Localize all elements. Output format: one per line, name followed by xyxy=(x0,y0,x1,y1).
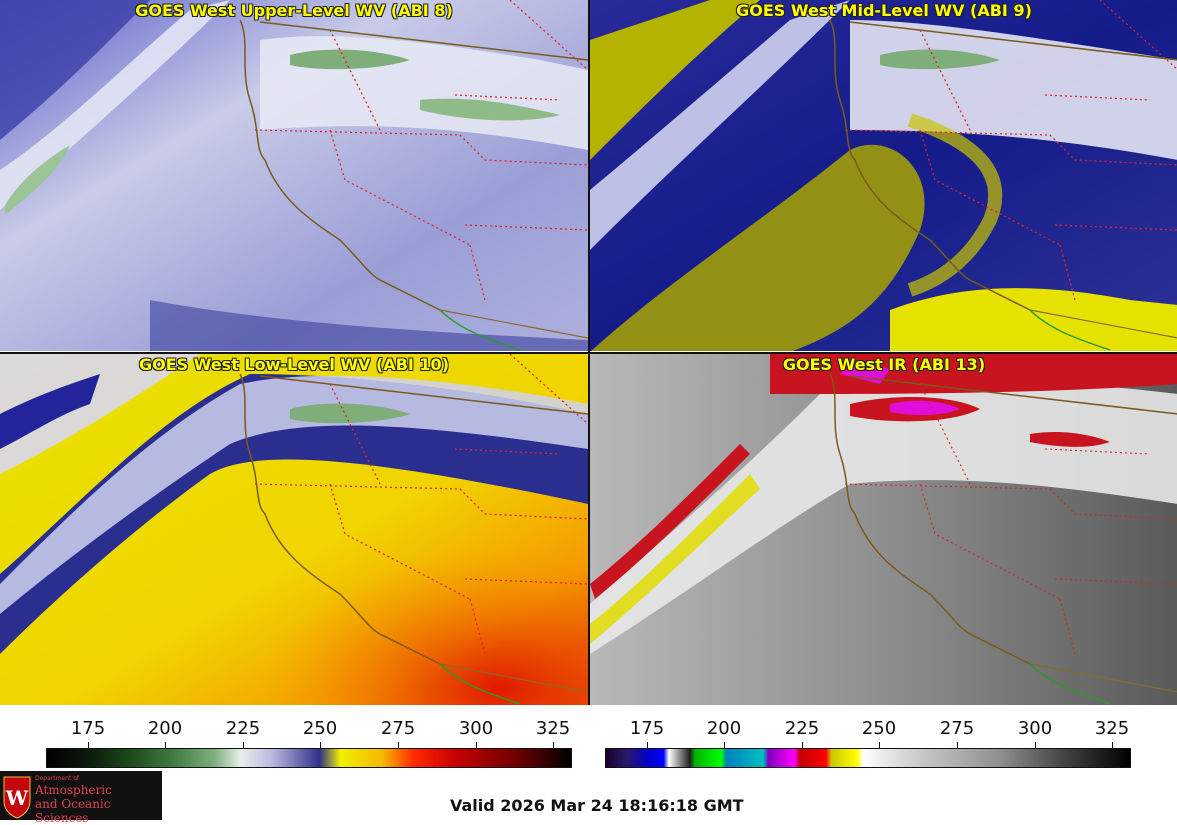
wv-tick-mark xyxy=(553,742,554,748)
wv-tick-label: 325 xyxy=(535,718,571,739)
ir-tick-mark xyxy=(1035,742,1036,748)
wv-tick-mark xyxy=(88,742,89,748)
ir-tick-mark xyxy=(802,742,803,748)
ir-colorbar: 175 200 225 250 275 300 325 xyxy=(605,712,1131,772)
wv-colorbar-gradient xyxy=(46,748,572,768)
wv-tick-mark xyxy=(320,742,321,748)
panel-divider-vertical xyxy=(588,0,590,705)
ir-tick-label: 200 xyxy=(706,718,742,739)
logo-dept-text: Department of xyxy=(35,775,79,782)
low-level-wv-image xyxy=(0,354,588,705)
crest-letter: W xyxy=(5,786,29,810)
ir-tick-label: 275 xyxy=(939,718,975,739)
wv-colorbar-ticks: 175 200 225 250 275 300 325 xyxy=(46,718,572,742)
wv-colorbar: 175 200 225 250 275 300 325 xyxy=(46,712,572,772)
logo-line-oceanic: and Oceanic Sciences xyxy=(35,797,111,825)
ir-tick-mark xyxy=(957,742,958,748)
ir-image xyxy=(590,354,1177,705)
panel-upper-level-wv: GOES West Upper-Level WV (ABI 8) xyxy=(0,0,588,351)
wv-tick-label: 200 xyxy=(147,718,183,739)
panel-title: GOES West Low-Level WV (ABI 10) xyxy=(138,355,449,374)
wv-tick-mark xyxy=(476,742,477,748)
wv-tick-label: 275 xyxy=(380,718,416,739)
wv-tick-label: 300 xyxy=(458,718,494,739)
wv-tick-label: 225 xyxy=(225,718,261,739)
wv-tick-mark xyxy=(398,742,399,748)
wv-tick-mark xyxy=(165,742,166,748)
ir-tick-label: 250 xyxy=(861,718,897,739)
mid-level-wv-image xyxy=(590,0,1177,351)
ir-tick-mark xyxy=(647,742,648,748)
logo-line-atmospheric: Atmospheric xyxy=(35,783,112,797)
panel-low-level-wv: GOES West Low-Level WV (ABI 10) xyxy=(0,354,588,705)
panel-ir: GOES West IR (ABI 13) xyxy=(590,354,1177,705)
ir-tick-label: 325 xyxy=(1094,718,1130,739)
wv-tick-label: 250 xyxy=(302,718,338,739)
wv-tick-mark xyxy=(243,742,244,748)
panel-mid-level-wv: GOES West Mid-Level WV (ABI 9) xyxy=(590,0,1177,351)
wv-tick-label: 175 xyxy=(70,718,106,739)
ir-tick-mark xyxy=(879,742,880,748)
upper-level-wv-image xyxy=(0,0,588,351)
panel-title: GOES West Mid-Level WV (ABI 9) xyxy=(736,1,1032,20)
uw-crest-icon: W xyxy=(3,776,31,819)
ir-colorbar-ticks: 175 200 225 250 275 300 325 xyxy=(605,718,1131,742)
valid-time-label: Valid 2026 Mar 24 18:16:18 GMT xyxy=(450,796,744,815)
ir-tick-mark xyxy=(1112,742,1113,748)
ir-tick-label: 225 xyxy=(784,718,820,739)
panel-title: GOES West Upper-Level WV (ABI 8) xyxy=(135,1,453,20)
ir-tick-label: 175 xyxy=(629,718,665,739)
aos-logo: W Department of Atmospheric and Oceanic … xyxy=(0,771,162,825)
ir-colorbar-gradient xyxy=(605,748,1131,768)
ir-tick-label: 300 xyxy=(1017,718,1053,739)
panel-title: GOES West IR (ABI 13) xyxy=(782,355,986,374)
ir-tick-mark xyxy=(724,742,725,748)
